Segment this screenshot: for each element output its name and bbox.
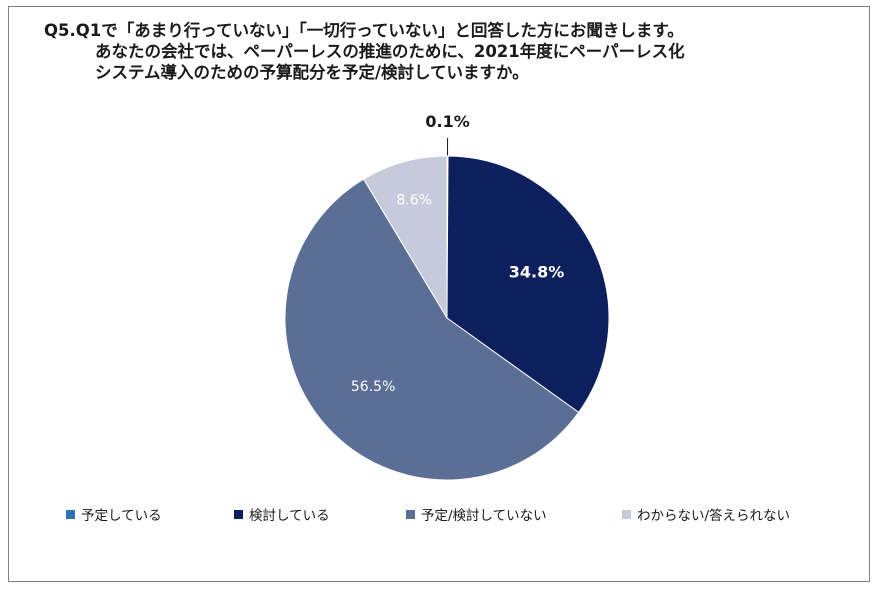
chart-title: Q5.Q1で「あまり行っていない」「一切行っていない」と回答した方にお聞きします…	[44, 20, 844, 83]
legend-item-2: 検討している	[234, 504, 330, 524]
title-line-2: あなたの会社では、ペーパーレスの推進のために、2021年度にペーパーレス化	[95, 42, 685, 61]
pie-label-1: 0.1%	[425, 112, 469, 131]
pie-label-3: 56.5%	[351, 379, 395, 395]
legend-label-1: 予定している	[81, 508, 162, 524]
title-line-3: システム導入のための予算配分を予定/検討していますか。	[95, 63, 529, 82]
legend-item-4: わからない/答えられない	[622, 504, 790, 524]
legend: 予定している 検討している 予定/検討していない わからない/答えられない	[66, 504, 846, 526]
legend-swatch-4	[622, 509, 631, 519]
legend-swatch-2	[234, 509, 243, 519]
legend-swatch-3	[406, 509, 415, 519]
title-line-1: Q5.Q1で「あまり行っていない」「一切行っていない」と回答した方にお聞きします…	[44, 21, 684, 40]
legend-item-3: 予定/検討していない	[406, 504, 547, 524]
pie-slice-3	[284, 178, 580, 481]
legend-swatch-1	[66, 509, 75, 519]
legend-item-1: 予定している	[66, 504, 162, 524]
pie-slice-2	[446, 155, 610, 414]
pie-slice-4	[362, 155, 448, 320]
legend-label-4: わからない/答えられない	[637, 508, 791, 524]
pie-label-4: 8.6%	[396, 192, 432, 208]
legend-label-3: 予定/検討していない	[421, 508, 547, 524]
legend-label-2: 検討している	[249, 508, 330, 524]
pie-label-2: 34.8%	[509, 262, 565, 281]
